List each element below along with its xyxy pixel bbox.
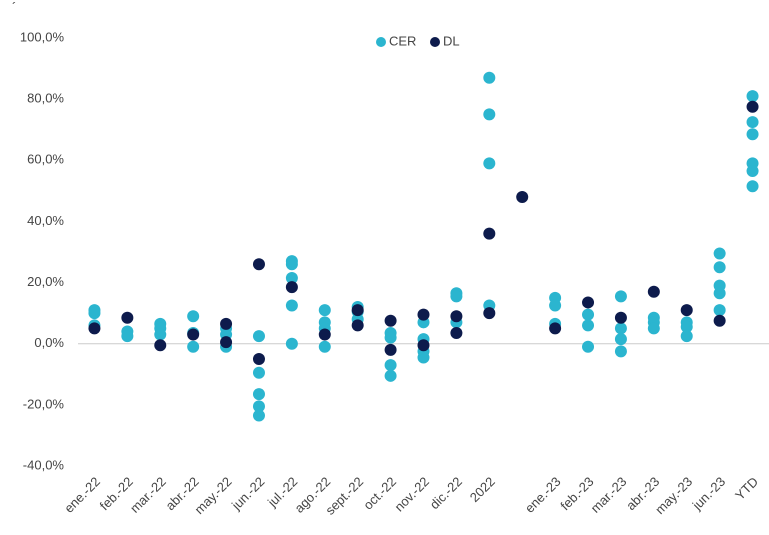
dot: [252, 409, 265, 422]
dot: [220, 336, 233, 349]
dot: [252, 366, 265, 379]
dot: [516, 190, 529, 203]
y-tick-label: 40,0%: [27, 213, 64, 228]
dot: [121, 330, 134, 343]
dot: [351, 319, 364, 332]
dot: [220, 317, 233, 330]
dot: [285, 281, 298, 294]
dot: [614, 345, 627, 358]
dot: [746, 128, 759, 141]
dot: [384, 314, 397, 327]
dot: [549, 299, 562, 312]
dot: [285, 337, 298, 350]
dot: [713, 304, 726, 317]
legend-marker: [430, 37, 440, 47]
dot: [318, 328, 331, 341]
x-tick-label: nov.-22: [391, 474, 432, 515]
dot: [713, 287, 726, 300]
dot: [384, 343, 397, 356]
y-tick-label: 0,0%: [34, 335, 64, 350]
dot: [582, 296, 595, 309]
dot: [187, 310, 200, 323]
dot: [746, 100, 759, 113]
dot: [582, 340, 595, 353]
dot: [88, 322, 101, 335]
dot: [582, 319, 595, 332]
dot: [187, 328, 200, 341]
dot: [680, 320, 693, 333]
dot: [384, 359, 397, 372]
dot: [154, 328, 167, 341]
x-tick-label: ene.-22: [61, 474, 103, 516]
dot: [549, 322, 562, 335]
dot: [417, 351, 430, 364]
dot: [384, 369, 397, 382]
x-tick-label: mar.-23: [588, 474, 630, 516]
dot: [252, 353, 265, 365]
dot: [351, 304, 364, 317]
dot: [746, 90, 759, 103]
dot: [483, 108, 496, 121]
dot: [450, 310, 463, 323]
dot: [252, 400, 265, 413]
dot: [384, 331, 397, 344]
dot: [252, 330, 265, 343]
dot: [614, 311, 627, 324]
dot: [252, 388, 265, 401]
dot: [252, 258, 265, 271]
y-tick-label: 20,0%: [27, 274, 64, 289]
dot: [88, 307, 101, 320]
dot: [713, 247, 726, 260]
y-tick-label: 80,0%: [27, 91, 64, 106]
x-tick-label: may.-23: [652, 474, 695, 517]
dot: [582, 308, 595, 321]
dot: [483, 227, 496, 240]
x-tick-label: ene.-23: [522, 474, 564, 516]
y-tick-label: -20,0%: [23, 396, 65, 411]
dot: [483, 307, 496, 320]
y-tick-label: 60,0%: [27, 152, 64, 167]
dot: [680, 330, 693, 343]
x-tick-label: may.-22: [191, 474, 234, 517]
dot: [285, 258, 298, 271]
x-tick-label: 2022: [467, 474, 498, 505]
dot: [318, 340, 331, 353]
dot: [285, 299, 298, 312]
dot: [614, 322, 627, 335]
dot: [121, 311, 134, 324]
dot: [746, 180, 759, 193]
x-tick-label: dic.-22: [427, 474, 465, 512]
legend-label: DL: [443, 33, 460, 48]
dot: [713, 314, 726, 327]
x-tick-label: mar.-22: [127, 474, 169, 516]
dot: [746, 164, 759, 177]
dot: [746, 116, 759, 129]
dot: [614, 333, 627, 346]
dot: [680, 304, 693, 317]
dot: [450, 327, 463, 340]
dot: [647, 285, 660, 298]
x-tick-label: jun.-22: [228, 474, 267, 513]
dot: [417, 308, 430, 321]
corner-mark: ´: [12, 0, 16, 14]
dot: [318, 304, 331, 317]
dot: [187, 340, 200, 353]
y-tick-label: -40,0%: [23, 457, 65, 472]
dot: [483, 71, 496, 84]
dot: [285, 271, 298, 284]
x-tick-label: jun.-23: [689, 474, 728, 513]
legend-label: CER: [389, 33, 416, 48]
dot: [647, 322, 660, 335]
dot: [154, 339, 167, 352]
dot: [614, 290, 627, 303]
dot: [450, 290, 463, 303]
dot: [713, 261, 726, 274]
x-tick-label: YTD: [732, 474, 761, 503]
dot: [417, 339, 430, 352]
y-tick-label: 100,0%: [20, 29, 65, 44]
dot: [483, 157, 496, 170]
legend-marker: [376, 37, 386, 47]
